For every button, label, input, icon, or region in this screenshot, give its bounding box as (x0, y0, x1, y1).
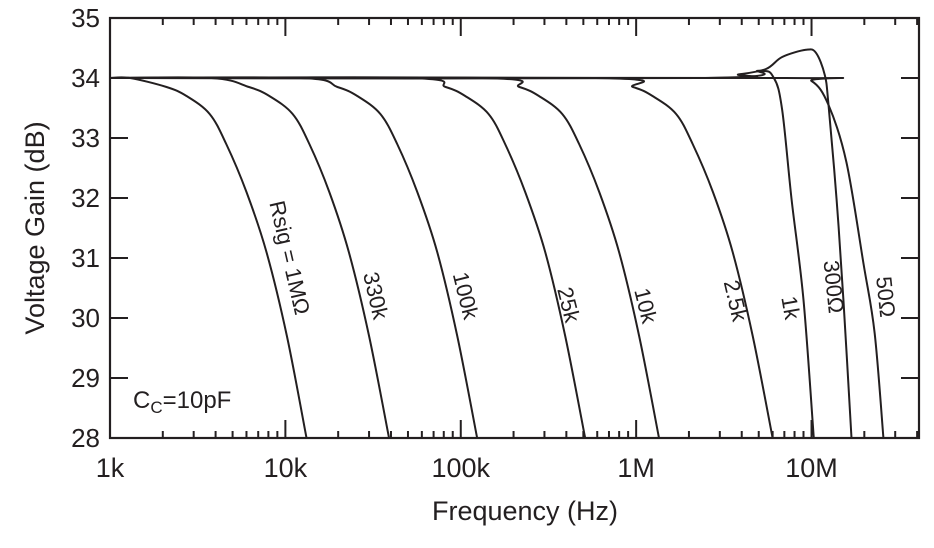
series-label: 10k (629, 285, 662, 326)
x-tick-label: 1k (96, 453, 125, 483)
series-line (109, 76, 391, 439)
series-line (109, 76, 660, 439)
series-label: 300Ω (818, 259, 848, 314)
x-tick-label: 10M (785, 453, 838, 483)
series-line (109, 69, 815, 439)
annotation-main: C (133, 387, 150, 414)
x-tick-label: 10k (264, 453, 308, 483)
x-axis-label: Frequency (Hz) (432, 496, 618, 526)
y-tick-label: 35 (71, 3, 100, 33)
plot-frame (108, 16, 921, 440)
series-line (109, 76, 308, 439)
annotation-rest: =10pF (163, 387, 232, 414)
y-tick-label: 30 (71, 303, 100, 333)
series-label: 25k (552, 284, 585, 325)
x-tick-label: 100k (431, 453, 490, 483)
series-label: Rsig = 1MΩ (264, 198, 314, 317)
series-label: 1k (776, 294, 805, 322)
y-tick-label: 29 (71, 363, 100, 393)
series-label: 50Ω (871, 275, 900, 318)
y-tick-label: 34 (71, 63, 100, 93)
y-tick-label: 33 (71, 123, 100, 153)
series-label: 2.5k (719, 278, 753, 325)
series-line (109, 76, 885, 439)
y-tick-label: 32 (71, 183, 100, 213)
y-tick-label: 28 (71, 423, 100, 453)
annotation-sub: C (150, 398, 162, 417)
capacitance-annotation: CC=10pF (133, 387, 231, 417)
y-tick-labels: 35 34 33 32 31 30 29 28 (71, 3, 100, 453)
y-axis-label: Voltage Gain (dB) (20, 121, 50, 334)
series-line (109, 76, 774, 439)
series-line (109, 76, 587, 439)
x-tick-labels: 1k 10k 100k 1M 10M (96, 453, 838, 483)
curves (109, 48, 885, 439)
x-tick-label: 1M (617, 453, 655, 483)
y-tick-label: 31 (71, 243, 100, 273)
